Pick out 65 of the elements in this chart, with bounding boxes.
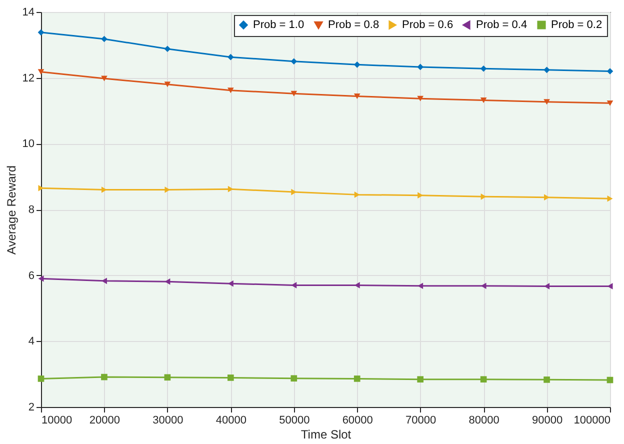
point: [418, 192, 424, 199]
x-tick-label: 90000: [532, 414, 563, 426]
x-tick-label: 40000: [216, 414, 246, 426]
x-tick-label: 60000: [342, 414, 373, 426]
y-tick-label: 14: [22, 6, 34, 18]
point: [164, 46, 171, 52]
point: [38, 29, 44, 36]
point: [417, 376, 424, 383]
y-tick-label: 8: [28, 204, 34, 216]
y-tick-label: 6: [28, 270, 34, 282]
point: [354, 62, 360, 68]
y-tick-label: 4: [28, 336, 34, 348]
point: [606, 100, 614, 106]
point: [354, 376, 360, 382]
x-tick-label: 80000: [468, 414, 500, 426]
x-tick-label: 70000: [406, 414, 436, 426]
x-axis-title: Time Slot: [300, 428, 352, 442]
point: [101, 36, 108, 42]
legend-label: Prob = 0.6: [402, 18, 454, 31]
y-tick-label: 12: [22, 72, 34, 84]
y-axis-title: Average Reward: [4, 165, 18, 255]
point: [418, 282, 424, 290]
point: [38, 275, 44, 282]
point: [101, 374, 108, 380]
point: [228, 280, 234, 287]
y-tick-label: 2: [28, 402, 34, 414]
point: [38, 376, 44, 382]
point: [290, 90, 298, 96]
legend-label: Prob = 0.2: [551, 18, 602, 31]
point: [228, 54, 234, 60]
point: [38, 184, 44, 192]
legend-label: Prob = 0.8: [328, 19, 380, 32]
point: [354, 94, 360, 100]
point: [606, 68, 614, 74]
point: [101, 76, 108, 82]
point: [290, 58, 298, 65]
point: [354, 192, 360, 198]
point: [164, 374, 171, 381]
point: [480, 282, 486, 290]
x-tick-label: 10000: [42, 414, 72, 426]
point: [544, 99, 550, 105]
point: [291, 188, 297, 196]
point: [607, 195, 613, 202]
x-tick-label: 50000: [279, 414, 310, 426]
point: [164, 82, 171, 88]
point: [544, 66, 550, 74]
point: [290, 375, 298, 382]
x-tick-label: 20000: [89, 414, 120, 426]
point: [480, 65, 487, 72]
point: [38, 69, 44, 75]
point: [480, 97, 487, 103]
y-tick-label: 10: [22, 138, 34, 150]
point: [480, 376, 487, 383]
legend-label: Prob = 0.4: [476, 18, 528, 31]
point: [606, 376, 614, 384]
point: [417, 64, 424, 70]
point: [417, 96, 424, 102]
point: [228, 88, 234, 94]
point: [164, 278, 170, 285]
point: [228, 186, 234, 192]
x-tick-label: 30000: [152, 414, 184, 426]
legend-label: Prob = 1.0: [253, 18, 304, 31]
point: [228, 374, 234, 381]
point: [544, 376, 550, 383]
x-tick-label: 100000: [574, 414, 610, 426]
